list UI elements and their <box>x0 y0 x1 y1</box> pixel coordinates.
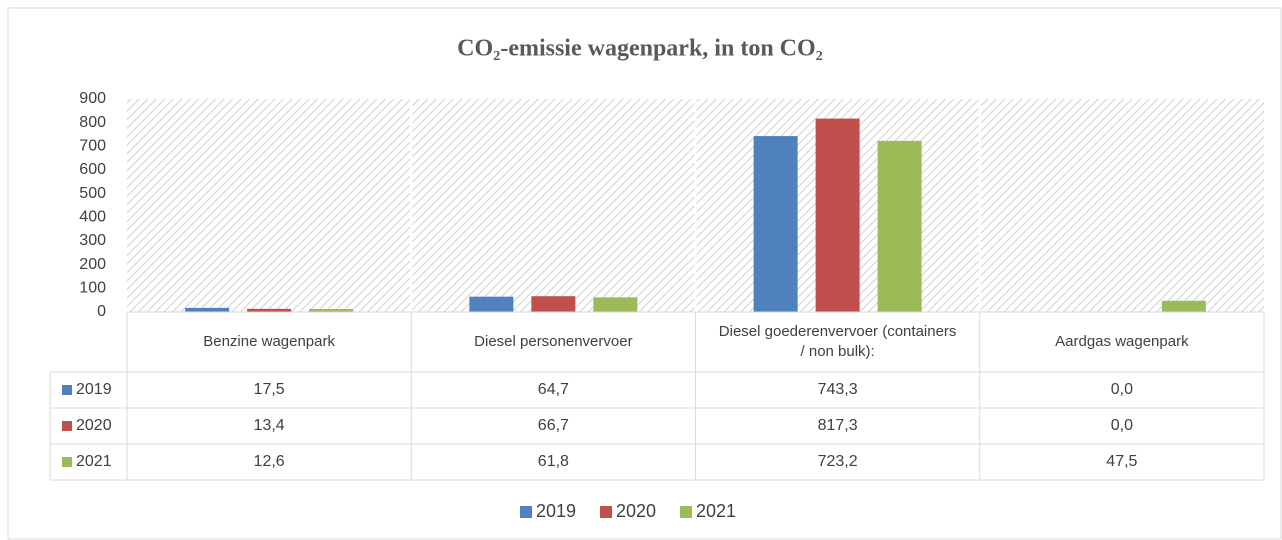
data-label: 817,3 <box>818 417 858 434</box>
x-tick-label: Aardgas wagenpark <box>1055 333 1189 350</box>
x-tick-label: Diesel personenvervoer <box>474 333 633 350</box>
y-tick-label: 100 <box>79 280 106 297</box>
bar <box>1161 300 1206 312</box>
y-tick-label: 700 <box>79 138 106 155</box>
bar <box>185 307 230 312</box>
chart-title: CO₂-emissie wagenpark, in ton CO₂ <box>457 36 823 62</box>
y-tick-label: 800 <box>79 114 106 131</box>
bar <box>309 309 354 312</box>
y-tick-label: 400 <box>79 209 106 226</box>
table-legend-key <box>62 421 72 431</box>
data-label: 47,5 <box>1106 453 1137 470</box>
x-tick-label: Diesel goederenvervoer (containers / non… <box>718 323 957 360</box>
data-label: 723,2 <box>818 453 858 470</box>
bar <box>753 136 798 312</box>
data-label: 12,6 <box>254 453 285 470</box>
x-tick-label: Benzine wagenpark <box>203 333 335 350</box>
bar <box>593 297 638 312</box>
bar <box>877 140 922 312</box>
data-label: 0,0 <box>1111 381 1133 398</box>
data-label: 743,3 <box>818 381 858 398</box>
legend-key <box>680 506 692 518</box>
bar <box>469 296 514 312</box>
legend-label: 2020 <box>616 501 656 521</box>
bar <box>247 308 292 312</box>
table-series-label: 2019 <box>76 381 112 398</box>
table-legend-key <box>62 457 72 467</box>
data-label: 64,7 <box>538 381 569 398</box>
bar <box>531 296 576 312</box>
data-label: 61,8 <box>538 453 569 470</box>
table-legend-key <box>62 385 72 395</box>
table-series-label: 2021 <box>76 453 112 470</box>
data-label: 17,5 <box>254 381 285 398</box>
bar <box>815 118 860 313</box>
y-tick-label: 200 <box>79 256 106 273</box>
y-tick-label: 900 <box>79 90 106 107</box>
legend-label: 2019 <box>536 501 576 521</box>
data-label: 0,0 <box>1111 417 1133 434</box>
table-series-label: 2020 <box>76 417 112 434</box>
legend-key <box>600 506 612 518</box>
y-tick-label: 500 <box>79 185 106 202</box>
legend-key <box>520 506 532 518</box>
y-tick-label: 600 <box>79 161 106 178</box>
legend-label: 2021 <box>696 501 736 521</box>
y-tick-label: 0 <box>97 303 106 320</box>
data-label: 13,4 <box>254 417 285 434</box>
data-label: 66,7 <box>538 417 569 434</box>
y-tick-label: 300 <box>79 232 106 249</box>
